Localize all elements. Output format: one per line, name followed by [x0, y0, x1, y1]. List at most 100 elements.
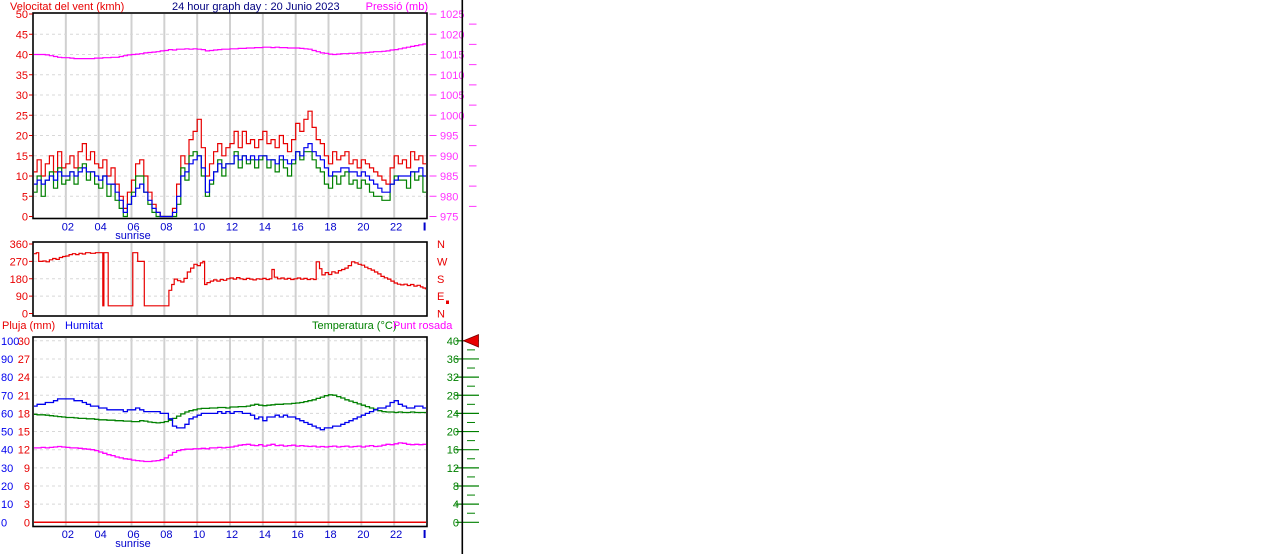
rain-axis-tick-label: 18: [18, 408, 30, 420]
temperature-axis-tick-label: 16: [447, 445, 459, 457]
direction-plot-box: [32, 241, 428, 317]
temperature-axis-tick-label: 20: [447, 427, 459, 439]
rain-hum-temp-x-axis-end-tick: [423, 530, 426, 538]
wind-axis-tick-label: 30: [16, 90, 28, 102]
wind-pressure-series: [34, 43, 426, 218]
temperature-axis-tick-label: 28: [447, 390, 459, 402]
temperature-axis-tick-label: 0: [453, 517, 459, 529]
wind-x-axis-end-tick: [423, 222, 426, 231]
direction-marker-dot: [446, 300, 449, 304]
humidity-axis-tick-label: 60: [1, 408, 13, 420]
rain-axis-tick-label: 6: [24, 481, 30, 493]
x-tick-label: 06: [127, 529, 139, 541]
series-temperature: [34, 442, 426, 463]
wind-axis-tick-label: 20: [16, 131, 28, 143]
humidity-axis-tick-label: 50: [1, 427, 13, 439]
humidity-axis-tick-label: 90: [1, 354, 13, 366]
temperature-axis-tick-label: 8: [453, 481, 459, 493]
x-tick-label: 16: [292, 222, 304, 234]
wind-pressure-plot-box: [32, 12, 428, 220]
wind-pressure-grid: [34, 14, 426, 218]
direction-axis-tick-label: 180: [10, 274, 28, 286]
x-tick-label: 10: [193, 529, 205, 541]
wind-axis-tick-label: 45: [16, 29, 28, 41]
compass-letter: N: [437, 309, 445, 321]
rain-hum-temp-plot-box: [32, 336, 428, 528]
direction-axis-tick-label: 0: [22, 309, 28, 321]
direction-series: [34, 252, 426, 307]
compass-letter: N: [437, 239, 445, 251]
rain-hum-temp-grid: [34, 338, 426, 526]
compass-letter: S: [437, 274, 444, 286]
humidity-axis-tick-label: 70: [1, 390, 13, 402]
temperature-axis-tick-label: 40: [447, 336, 459, 348]
wind-axis-title: Velocitat del vent (kmh): [10, 1, 125, 13]
wind-axis-tick-label: 0: [22, 212, 28, 224]
x-tick-label: 18: [324, 222, 336, 234]
wind-axis-tick-label: 10: [16, 171, 28, 183]
series-temperature: [34, 394, 426, 424]
rain-hum-temp-series: [34, 394, 426, 524]
series-pressure-pressure: [34, 43, 426, 60]
direction-axis-tick-label: 360: [10, 239, 28, 251]
x-tick-label: 08: [160, 529, 172, 541]
pressure-axis-tick-label: 1010: [440, 70, 464, 82]
humidity-axis-tick-label: 80: [1, 372, 13, 384]
temperature-axis-tick-label: 4: [453, 499, 459, 511]
x-tick-label: 18: [324, 529, 336, 541]
x-tick-label: 16: [292, 529, 304, 541]
compass-letter: E: [437, 291, 444, 303]
x-tick-label: 10: [193, 222, 205, 234]
x-tick-label: 04: [95, 529, 107, 541]
rain-axis-tick-label: 30: [18, 336, 30, 348]
rain-axis-tick-label: 9: [24, 463, 30, 475]
x-tick-label: 14: [259, 222, 271, 234]
sunrise-label-bottom: sunrise: [115, 538, 151, 550]
rain-axis-tick-label: 24: [18, 372, 30, 384]
x-tick-label: 08: [160, 222, 172, 234]
compass-letter: W: [437, 256, 448, 268]
pressure-axis-tick-label: 980: [440, 191, 458, 203]
rain-axis-tick-label: 15: [18, 427, 30, 439]
pressure-axis-tick-label: 1020: [440, 29, 464, 41]
pressure-axis-tick-label: 1025: [440, 9, 464, 21]
pressure-axis-title: Pressió (mb): [365, 1, 428, 13]
humidity-axis-tick-label: 10: [1, 499, 13, 511]
series-wind-direction: [34, 252, 426, 307]
temperature-marker-arrow-icon: [462, 334, 479, 348]
wind-axis-tick-label: 40: [16, 50, 28, 62]
x-tick-label: 20: [357, 222, 369, 234]
chart-title: 24 hour graph day : 20 Junio 2023: [172, 1, 340, 13]
temperature-axis-tick-label: 36: [447, 354, 459, 366]
rain-label: Pluja (mm): [2, 320, 56, 332]
pressure-axis-tick-label: 975: [440, 212, 458, 224]
series-wind-gust: [34, 110, 426, 218]
x-tick-label: 12: [226, 529, 238, 541]
series-wind-average: [34, 143, 426, 218]
humidity-axis-tick-label: 0: [1, 517, 7, 529]
pressure-axis-tick-label: 1005: [440, 90, 464, 102]
temperature-axis-tick-label: 12: [447, 463, 459, 475]
x-tick-label: 20: [357, 529, 369, 541]
pressure-axis-tick-label: 985: [440, 171, 458, 183]
humidity-axis-tick-label: 100: [1, 336, 19, 348]
rain-axis-tick-label: 21: [18, 390, 30, 402]
humidity-axis-tick-label: 30: [1, 463, 13, 475]
x-tick-label: 12: [226, 222, 238, 234]
rain-axis-tick-label: 0: [24, 517, 30, 529]
x-tick-label: 04: [95, 222, 107, 234]
wind-axis-tick-label: 35: [16, 70, 28, 82]
wind-axis-tick-label: 25: [16, 110, 28, 122]
x-tick-label: 22: [390, 222, 402, 234]
x-tick-label: 22: [390, 529, 402, 541]
pressure-axis-tick-label: 990: [440, 151, 458, 163]
sunrise-label-top: sunrise: [115, 230, 151, 242]
x-tick-label: 02: [62, 529, 74, 541]
temperature-axis-tick-label: 24: [447, 408, 459, 420]
humidity-label: Humitat: [65, 320, 103, 332]
x-tick-label: 02: [62, 222, 74, 234]
x-tick-label: 06: [127, 222, 139, 234]
wind-axis-tick-label: 15: [16, 151, 28, 163]
